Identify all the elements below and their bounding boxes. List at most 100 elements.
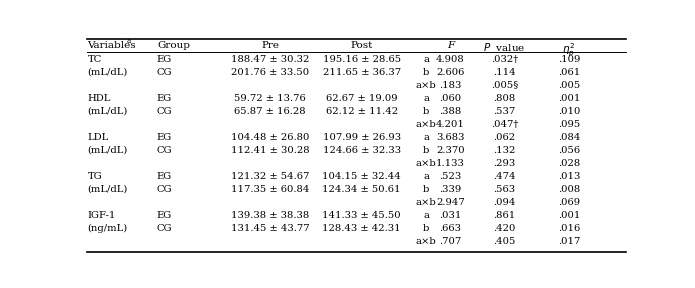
Text: 195.16 ± 28.65: 195.16 ± 28.65 [322, 54, 400, 64]
Text: .095: .095 [558, 120, 580, 129]
Text: 107.99 ± 26.93: 107.99 ± 26.93 [322, 132, 400, 142]
Text: EG: EG [157, 132, 172, 142]
Text: .061: .061 [558, 67, 580, 77]
Text: 201.76 ± 33.50: 201.76 ± 33.50 [231, 67, 309, 77]
Text: a: a [126, 37, 131, 45]
Text: (mL/dL): (mL/dL) [88, 67, 128, 77]
Text: .537: .537 [493, 107, 516, 115]
Text: .808: .808 [493, 94, 516, 103]
Text: a: a [423, 132, 430, 142]
Text: 117.35 ± 60.84: 117.35 ± 60.84 [231, 185, 309, 194]
Text: (mL/dL): (mL/dL) [88, 107, 128, 115]
Text: b: b [423, 146, 430, 155]
Text: a×b: a×b [416, 120, 436, 129]
Text: 211.65 ± 36.37: 211.65 ± 36.37 [322, 67, 400, 77]
Text: b: b [423, 67, 430, 77]
Text: 139.38 ± 38.38: 139.38 ± 38.38 [231, 211, 309, 220]
Text: EG: EG [157, 54, 172, 64]
Text: (ng/mL): (ng/mL) [88, 224, 128, 233]
Text: 188.47 ± 30.32: 188.47 ± 30.32 [231, 54, 309, 64]
Text: .339: .339 [439, 185, 461, 194]
Text: HDL: HDL [88, 94, 111, 103]
Text: 62.67 ± 19.09: 62.67 ± 19.09 [326, 94, 398, 103]
Text: Group: Group [157, 41, 190, 50]
Text: (mL/dL): (mL/dL) [88, 185, 128, 194]
Text: b: b [423, 107, 430, 115]
Text: .010: .010 [558, 107, 580, 115]
Text: TG: TG [88, 172, 102, 181]
Text: 65.87 ± 16.28: 65.87 ± 16.28 [234, 107, 306, 115]
Text: a×b: a×b [416, 81, 436, 90]
Text: 128.43 ± 42.31: 128.43 ± 42.31 [322, 224, 401, 233]
Text: .005: .005 [558, 81, 580, 90]
Text: .563: .563 [493, 185, 516, 194]
Text: .062: .062 [493, 132, 516, 142]
Text: 124.34 ± 50.61: 124.34 ± 50.61 [322, 185, 401, 194]
Text: 4.201: 4.201 [436, 120, 465, 129]
Text: 3.683: 3.683 [436, 132, 465, 142]
Text: 62.12 ± 11.42: 62.12 ± 11.42 [325, 107, 398, 115]
Text: .008: .008 [558, 185, 580, 194]
Text: CG: CG [157, 185, 172, 194]
Text: a: a [423, 94, 430, 103]
Text: (mL/dL): (mL/dL) [88, 146, 128, 155]
Text: .707: .707 [439, 237, 461, 246]
Text: .069: .069 [558, 198, 580, 207]
Text: 2.370: 2.370 [436, 146, 465, 155]
Text: CG: CG [157, 146, 172, 155]
Text: .861: .861 [493, 211, 516, 220]
Text: .523: .523 [439, 172, 461, 181]
Text: .032†: .032† [491, 54, 518, 64]
Text: .132: .132 [493, 146, 516, 155]
Text: 131.45 ± 43.77: 131.45 ± 43.77 [231, 224, 309, 233]
Text: .056: .056 [558, 146, 580, 155]
Text: CG: CG [157, 224, 172, 233]
Text: 4.908: 4.908 [436, 54, 465, 64]
Text: .084: .084 [558, 132, 580, 142]
Text: 59.72 ± 13.76: 59.72 ± 13.76 [234, 94, 306, 103]
Text: b: b [423, 185, 430, 194]
Text: b: b [423, 224, 430, 233]
Text: Pre: Pre [261, 41, 279, 50]
Text: 124.66 ± 32.33: 124.66 ± 32.33 [322, 146, 400, 155]
Text: .293: .293 [493, 159, 516, 168]
Text: a×b: a×b [416, 198, 436, 207]
Text: EG: EG [157, 211, 172, 220]
Text: 141.33 ± 45.50: 141.33 ± 45.50 [322, 211, 401, 220]
Text: .028: .028 [558, 159, 580, 168]
Text: CG: CG [157, 107, 172, 115]
Text: EG: EG [157, 172, 172, 181]
Text: TC: TC [88, 54, 101, 64]
Text: .474: .474 [493, 172, 516, 181]
Text: $\eta_p^2$: $\eta_p^2$ [562, 41, 575, 59]
Text: a: a [423, 211, 430, 220]
Text: .388: .388 [439, 107, 461, 115]
Text: .001: .001 [558, 211, 580, 220]
Text: .094: .094 [493, 198, 516, 207]
Text: 2.947: 2.947 [436, 198, 465, 207]
Text: .001: .001 [558, 94, 580, 103]
Text: a×b: a×b [416, 159, 436, 168]
Text: 104.15 ± 32.44: 104.15 ± 32.44 [322, 172, 401, 181]
Text: .016: .016 [558, 224, 580, 233]
Text: .183: .183 [439, 81, 461, 90]
Text: .047†: .047† [491, 120, 518, 129]
Text: IGF-1: IGF-1 [88, 211, 116, 220]
Text: 112.41 ± 30.28: 112.41 ± 30.28 [231, 146, 309, 155]
Text: .017: .017 [558, 237, 580, 246]
Text: .114: .114 [493, 67, 516, 77]
Text: a: a [423, 54, 430, 64]
Text: a×b: a×b [416, 237, 436, 246]
Text: F: F [447, 41, 454, 50]
Text: LDL: LDL [88, 132, 108, 142]
Text: .663: .663 [439, 224, 461, 233]
Text: 2.606: 2.606 [436, 67, 465, 77]
Text: 121.32 ± 54.67: 121.32 ± 54.67 [231, 172, 309, 181]
Text: .031: .031 [439, 211, 461, 220]
Text: Post: Post [350, 41, 373, 50]
Text: .109: .109 [558, 54, 580, 64]
Text: a: a [423, 172, 430, 181]
Text: .405: .405 [493, 237, 516, 246]
Text: $P$  value: $P$ value [483, 41, 525, 53]
Text: 104.48 ± 26.80: 104.48 ± 26.80 [231, 132, 309, 142]
